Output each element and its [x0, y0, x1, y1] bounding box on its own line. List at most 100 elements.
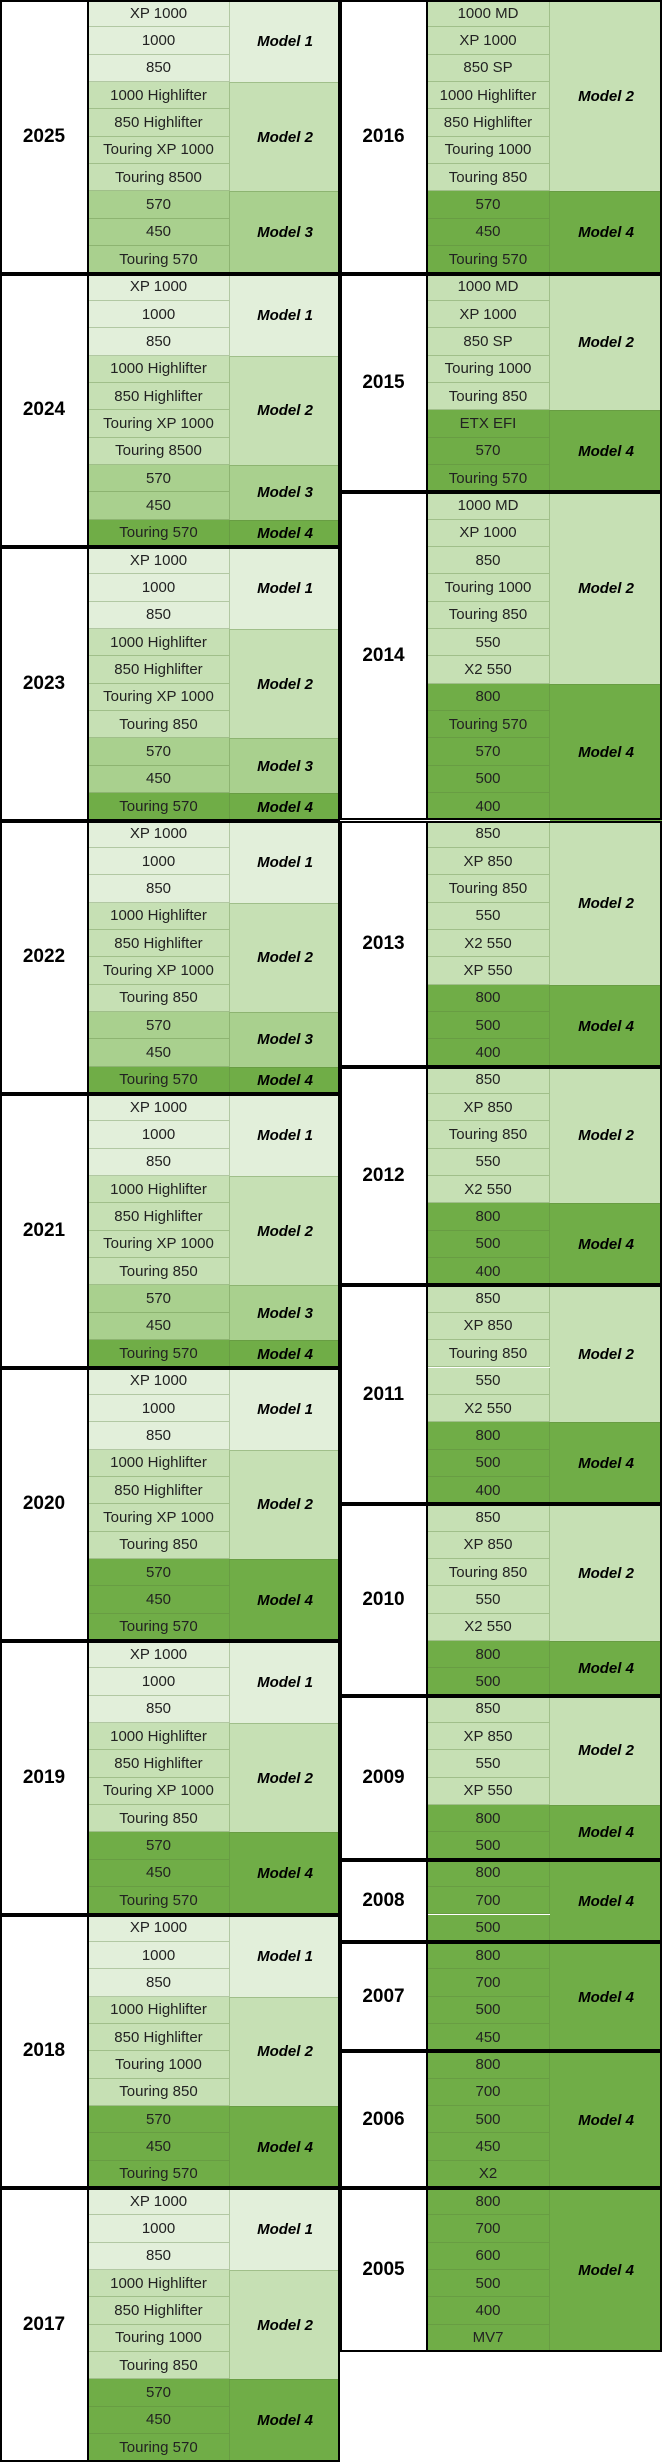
group-cell: Model 3	[230, 464, 340, 520]
model-cell: 800	[427, 1805, 550, 1833]
model-cell: Touring 570	[427, 711, 550, 739]
group-cell: Model 2	[550, 1285, 662, 1423]
model-cell: 850 Highlifter	[88, 1750, 230, 1778]
model-cell: 1000 Highlifter	[88, 1176, 230, 1204]
model-cell: 500	[427, 1668, 550, 1696]
model-cell: 1000 MD	[427, 0, 550, 28]
model-cell: 400	[427, 1258, 550, 1286]
group-cell: Model 4	[230, 519, 340, 547]
model-cell: 850 Highlifter	[88, 929, 230, 958]
model-cell: Touring XP 1000	[88, 683, 230, 712]
year-cell: 2023	[0, 547, 88, 821]
model-cell: XP 1000	[88, 2188, 230, 2216]
group-cell: Model 4	[550, 1641, 662, 1696]
model-cell: 700	[427, 1969, 550, 1997]
group-cell: Model 3	[230, 191, 340, 274]
year-cell: 2025	[0, 0, 88, 274]
year-cell: 2010	[340, 1504, 427, 1696]
model-cell: 1000	[88, 1121, 230, 1149]
model-cell: 1000 Highlifter	[427, 82, 550, 110]
group-cell: Model 2	[230, 902, 340, 1012]
year-cell: 2014	[340, 492, 427, 821]
year-cell: 2016	[340, 0, 427, 274]
model-cell: XP 550	[427, 1777, 550, 1806]
group-cell: Model 1	[230, 273, 340, 356]
model-cell: 850	[88, 328, 230, 356]
model-cell: Touring 570	[427, 464, 550, 493]
group-cell: Model 1	[230, 1641, 340, 1724]
model-cell: Touring 850	[88, 1258, 230, 1286]
model-cell: 450	[427, 218, 550, 247]
model-cell: 570	[88, 464, 230, 493]
model-cell: 450	[88, 492, 230, 520]
model-cell: 400	[427, 1039, 550, 1067]
model-cell: 850	[88, 875, 230, 903]
group-cell: Model 4	[550, 410, 662, 493]
model-cell: 1000 Highlifter	[88, 902, 230, 930]
model-cell: X2 550	[427, 929, 550, 958]
model-cell: Touring 850	[427, 875, 550, 903]
group-cell: Model 4	[550, 2051, 662, 2188]
model-cell: 400	[427, 2297, 550, 2325]
model-cell: XP 1000	[88, 1914, 230, 1942]
model-cell: 800	[427, 683, 550, 712]
model-cell: Touring 8500	[88, 437, 230, 465]
model-cell: 570	[427, 437, 550, 465]
model-cell: XP 850	[427, 1094, 550, 1122]
model-cell: 550	[427, 629, 550, 657]
model-cell: 850 Highlifter	[88, 656, 230, 684]
model-cell: 800	[427, 984, 550, 1012]
model-cell: 500	[427, 1996, 550, 2024]
model-cell: 570	[88, 738, 230, 766]
model-cell: Touring 570	[88, 1887, 230, 1915]
group-cell: Model 2	[550, 1066, 662, 1204]
model-cell: 850	[88, 601, 230, 630]
model-cell: Touring 1000	[88, 2051, 230, 2079]
model-cell: 570	[88, 2105, 230, 2134]
group-cell: Model 4	[550, 1805, 662, 1860]
model-cell: XP 1000	[88, 820, 230, 848]
model-cell: Touring 850	[427, 164, 550, 192]
group-cell: Model 2	[550, 0, 662, 192]
group-cell: Model 1	[230, 0, 340, 83]
year-cell: 2012	[340, 1066, 427, 1286]
group-cell: Model 4	[550, 1422, 662, 1505]
group-cell: Model 1	[230, 1094, 340, 1177]
model-cell: XP 1000	[88, 547, 230, 575]
model-cell: 850 Highlifter	[88, 2023, 230, 2052]
model-cell: Touring XP 1000	[88, 410, 230, 438]
model-cell: 550	[427, 1586, 550, 1614]
model-cell: Touring 850	[88, 1531, 230, 1559]
model-cell: 570	[88, 2379, 230, 2407]
group-cell: Model 4	[230, 1066, 340, 1094]
model-cell: 800	[427, 1941, 550, 1970]
model-cell: Touring 570	[88, 1613, 230, 1641]
model-cell: 500	[427, 1449, 550, 1477]
model-cell: Touring 850	[427, 1340, 550, 1368]
model-cell: Touring 570	[88, 1340, 230, 1368]
year-cell: 2022	[0, 820, 88, 1094]
year-cell: 2005	[340, 2188, 427, 2353]
group-cell: Model 4	[550, 1203, 662, 1286]
model-cell: Touring 1000	[427, 574, 550, 602]
year-cell: 2006	[340, 2051, 427, 2188]
model-cell: X2 550	[427, 1176, 550, 1204]
model-cell: 800	[427, 2051, 550, 2079]
year-cell: 2008	[340, 1859, 427, 1942]
model-cell: 850	[427, 1285, 550, 1313]
model-cell: 700	[427, 2215, 550, 2243]
model-cell: Touring 570	[427, 246, 550, 274]
model-cell: 850 Highlifter	[88, 1476, 230, 1505]
model-cell: 700	[427, 1887, 550, 1915]
model-cell: Touring 570	[88, 246, 230, 274]
model-cell: Touring 570	[88, 793, 230, 821]
model-cell: Touring XP 1000	[88, 957, 230, 985]
model-cell: 500	[427, 2270, 550, 2298]
model-cell: 1000	[88, 847, 230, 876]
model-cell: XP 1000	[88, 1641, 230, 1669]
model-cell: XP 1000	[88, 0, 230, 28]
model-cell: X2 550	[427, 1394, 550, 1423]
model-cell: Touring XP 1000	[88, 136, 230, 165]
model-cell: 800	[427, 1859, 550, 1888]
